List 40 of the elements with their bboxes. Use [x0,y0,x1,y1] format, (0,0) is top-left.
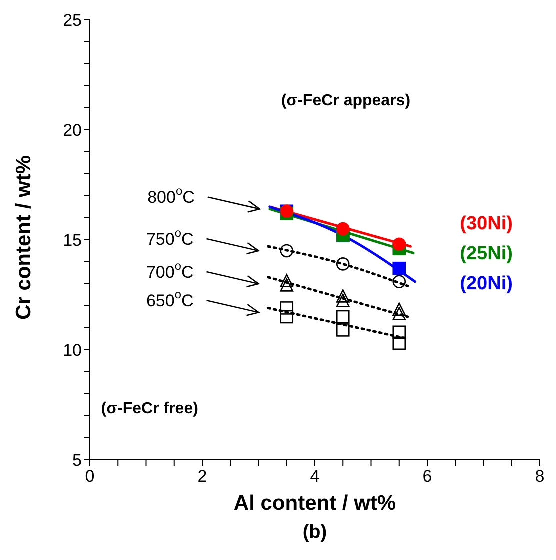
y-tick-label: 10 [63,341,82,360]
point [280,278,294,292]
annotation: 750$^{o}$C [146,226,194,250]
x-tick-label: 8 [535,467,545,486]
annotation: 700$^{o}$C [146,259,194,282]
point [280,244,294,258]
point [336,258,350,271]
point [280,310,294,324]
text: (30Ni) [460,214,513,235]
point [392,336,406,350]
x-tick-label: 0 [85,467,95,486]
point [392,307,406,320]
text: (b) [302,522,328,543]
x-tick-label: 2 [198,467,208,486]
y-tick-label: 15 [63,231,82,250]
x-tick-label: 6 [422,467,432,486]
y-tick-label: 20 [63,121,82,140]
point [392,238,406,252]
point [336,294,350,308]
point [392,275,406,288]
y-axis-title: Cr content / wt% [12,155,36,320]
point [336,222,350,236]
text: (25Ni) [460,244,513,265]
y-tick-label: 5 [72,451,82,470]
point [336,290,350,303]
text: (20Ni) [460,274,513,295]
point [336,324,350,337]
annotation: 800$^{o}$C [148,184,195,208]
point [280,302,294,315]
point [392,326,406,340]
point [336,310,350,324]
annotation: 650$^{o}$C [146,288,194,312]
x-axis-title: Al content / wt% [234,492,396,515]
point [392,302,406,316]
y-tick-label: 25 [63,11,82,30]
point [392,262,406,276]
annotation: (σ-FeCr appears) [281,92,411,110]
annotation: (σ-FeCr free) [101,400,198,418]
point [280,274,294,288]
x-tick-label: 4 [310,467,320,486]
